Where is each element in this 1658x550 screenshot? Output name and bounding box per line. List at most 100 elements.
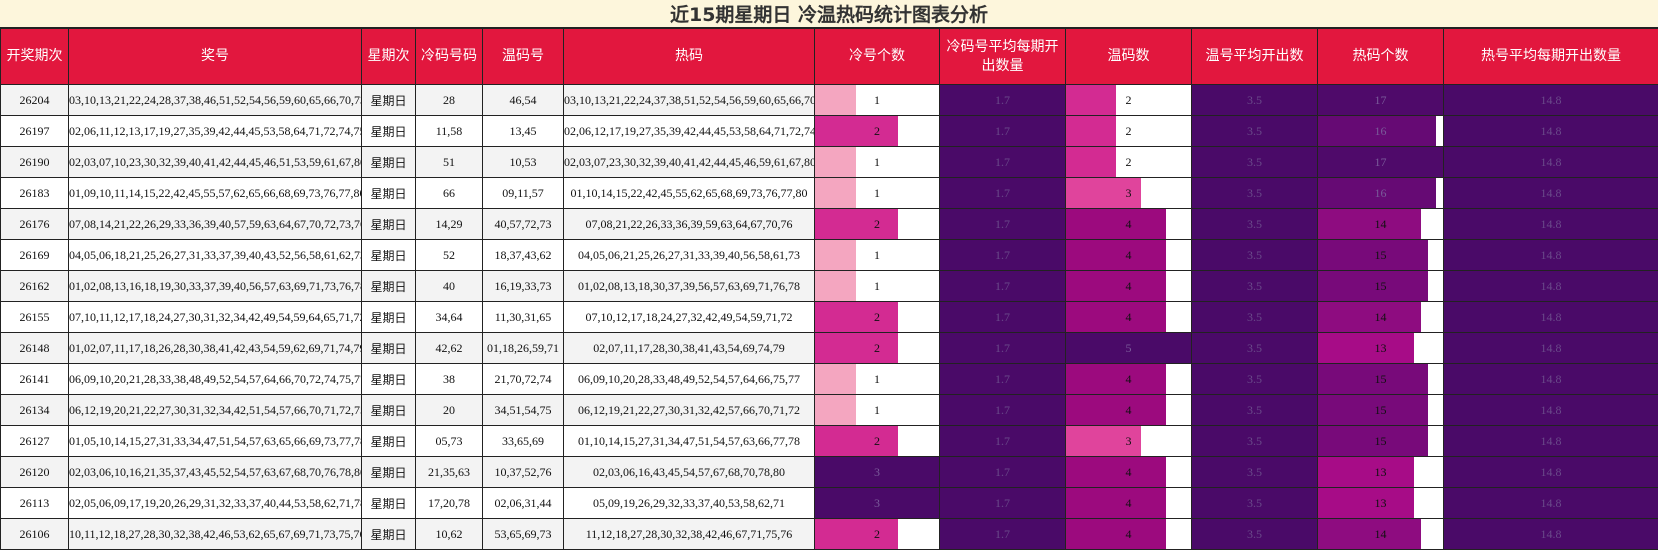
cell-warm-avg-label: 3.5	[1247, 495, 1262, 510]
cell-cold-count-label: 1	[874, 247, 880, 262]
cell-cold-avg: 1.7	[939, 301, 1066, 333]
cell-cold-count-bar	[815, 457, 939, 487]
table-row: 26169 04,05,06,18,21,25,26,27,31,33,37,39…	[0, 239, 1658, 271]
cell-cold-count-bar	[815, 364, 857, 394]
cell-warm-avg: 3.5	[1191, 425, 1318, 457]
cell-hot-avg: 14.8	[1443, 115, 1658, 147]
cell-warm-count-label: 2	[1125, 92, 1132, 107]
cell-warm-count-bar	[1066, 178, 1141, 208]
cell-warm-count-bar	[1066, 426, 1141, 456]
cell-hot-count: 16	[1317, 115, 1444, 147]
cell-cold-numbers: 38	[415, 363, 483, 395]
cell-cold-numbers: 11,58	[415, 115, 483, 147]
cell-warm-count-bar	[1066, 271, 1166, 301]
cell-cold-count: 2	[814, 332, 940, 364]
cell-hot-count-bar	[1318, 240, 1429, 270]
cell-cold-avg-label: 1.7	[995, 185, 1010, 200]
cell-warm-avg: 3.5	[1191, 487, 1318, 519]
cell-cold-avg-label: 1.7	[995, 278, 1010, 293]
cell-warm-numbers: 34,51,54,75	[482, 394, 564, 426]
cell-cold-avg-label: 1.7	[995, 340, 1010, 355]
cell-hot-avg-bar	[1444, 147, 1658, 177]
cell-cold-avg-bar	[940, 85, 1065, 115]
cell-weekday: 星期日	[361, 425, 416, 457]
cell-period: 26134	[0, 394, 69, 426]
cell-warm-avg-label: 3.5	[1247, 123, 1262, 138]
cell-hot-avg-label: 14.8	[1540, 247, 1562, 262]
cell-cold-count-bar	[815, 116, 898, 146]
table-row: 26162 01,02,08,13,16,18,19,30,33,37,39,40…	[0, 270, 1658, 302]
cell-cold-count: 1	[814, 270, 940, 302]
cell-hot-avg-bar	[1444, 426, 1658, 456]
cell-cold-count-bar	[815, 271, 857, 301]
cell-hot-avg-label: 14.8	[1540, 495, 1562, 510]
cell-warm-avg-bar	[1192, 488, 1317, 518]
cell-weekday: 星期日	[361, 146, 416, 178]
header-warm: 温码号	[482, 28, 564, 85]
cell-cold-count-label: 2	[874, 340, 880, 355]
cell-warm-avg: 3.5	[1191, 239, 1318, 271]
cell-hot-avg-bar	[1444, 488, 1658, 518]
cell-cold-count-bar	[815, 209, 898, 239]
cell-hot-count-label: 14	[1374, 216, 1387, 231]
cell-hot-count-bar	[1318, 395, 1429, 425]
cell-hot-count-label: 15	[1374, 371, 1387, 386]
cell-warm-avg: 3.5	[1191, 84, 1318, 116]
cell-warm-avg-bar	[1192, 457, 1317, 487]
cell-warm-avg: 3.5	[1191, 332, 1318, 364]
cell-numbers: 02,03,07,10,23,30,32,39,40,41,42,44,45,4…	[68, 146, 362, 178]
cell-cold-numbers: 28	[415, 84, 483, 116]
cell-cold-avg-bar	[940, 116, 1065, 146]
cell-period: 26155	[0, 301, 69, 333]
cell-warm-avg: 3.5	[1191, 301, 1318, 333]
cell-cold-avg-label: 1.7	[995, 216, 1010, 231]
cell-warm-count: 4	[1065, 301, 1192, 333]
cell-warm-count: 2	[1065, 84, 1192, 116]
cell-cold-avg: 1.7	[939, 146, 1066, 178]
cell-hot-avg-bar	[1444, 240, 1658, 270]
cell-cold-count-label: 3	[874, 495, 880, 510]
cell-warm-avg-bar	[1192, 426, 1317, 456]
cell-weekday: 星期日	[361, 208, 416, 240]
cell-hot-count-bar	[1318, 302, 1421, 332]
cell-cold-count: 2	[814, 115, 940, 147]
cell-hot-avg-bar	[1444, 457, 1658, 487]
cell-warm-avg-bar	[1192, 240, 1317, 270]
cell-warm-count-label: 4	[1125, 371, 1132, 386]
cell-cold-count-label: 1	[874, 278, 880, 293]
cell-warm-numbers: 13,45	[482, 115, 564, 147]
cell-hot-avg-bar	[1444, 271, 1658, 301]
cell-cold-avg-label: 1.7	[995, 154, 1010, 169]
cell-hot-avg-label: 14.8	[1540, 216, 1562, 231]
cell-cold-avg: 1.7	[939, 487, 1066, 519]
cell-warm-avg: 3.5	[1191, 518, 1318, 550]
cell-hot-numbers: 07,10,12,17,18,24,27,32,42,49,54,59,71,7…	[563, 301, 815, 333]
cell-cold-avg: 1.7	[939, 239, 1066, 271]
cell-hot-count-bar	[1318, 488, 1414, 518]
cell-weekday: 星期日	[361, 394, 416, 426]
cell-numbers: 02,06,11,12,13,17,19,27,35,39,42,44,45,5…	[68, 115, 362, 147]
cell-warm-count-bar	[1066, 302, 1166, 332]
cell-cold-avg-label: 1.7	[995, 402, 1010, 417]
header-hot: 热码	[563, 28, 815, 85]
cell-hot-count: 14	[1317, 518, 1444, 550]
header-cold-count: 冷号个数	[814, 28, 940, 85]
cell-warm-numbers: 16,19,33,73	[482, 270, 564, 302]
cell-warm-count-bar	[1066, 488, 1166, 518]
cell-hot-count: 14	[1317, 208, 1444, 240]
cell-hot-count: 13	[1317, 332, 1444, 364]
cell-warm-avg: 3.5	[1191, 208, 1318, 240]
cell-warm-count-label: 5	[1125, 340, 1132, 355]
header-hot-avg: 热号平均每期开出数量	[1443, 28, 1658, 85]
cell-hot-count-bar	[1318, 178, 1436, 208]
cell-warm-avg-label: 3.5	[1247, 154, 1262, 169]
cell-hot-avg-bar	[1444, 519, 1658, 549]
cell-warm-avg-label: 3.5	[1247, 247, 1262, 262]
cell-hot-numbers: 02,06,12,17,19,27,35,39,42,44,45,53,58,6…	[563, 115, 815, 147]
cell-warm-count-label: 4	[1125, 402, 1132, 417]
cell-cold-avg-bar	[940, 488, 1065, 518]
cell-cold-avg: 1.7	[939, 394, 1066, 426]
cell-weekday: 星期日	[361, 332, 416, 364]
cell-hot-avg-label: 14.8	[1540, 92, 1562, 107]
cell-numbers: 04,05,06,18,21,25,26,27,31,33,37,39,40,4…	[68, 239, 362, 271]
